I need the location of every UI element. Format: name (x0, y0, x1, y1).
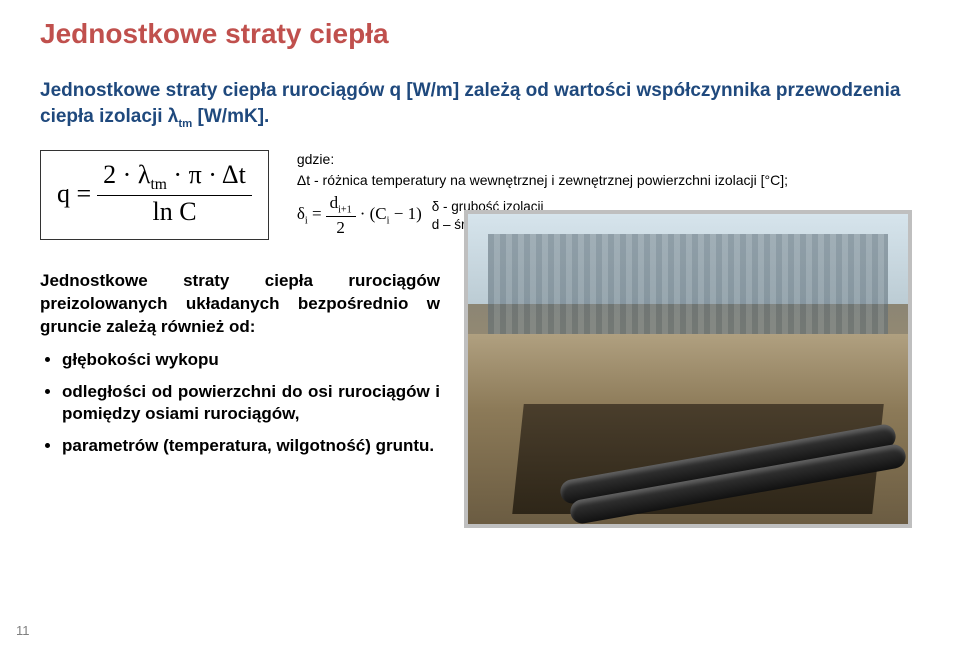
num-sub: tm (150, 176, 166, 193)
delta-formula: δi = di+1 2 · (Ci − 1) (297, 194, 422, 238)
intro-text: Jednostkowe straty ciepła rurociągów q [… (40, 80, 900, 127)
intro-paragraph: Jednostkowe straty ciepła rurociągów q [… (40, 78, 920, 132)
formula-lhs: q = (57, 179, 91, 209)
bullet-list: głębokości wykopu odległości od powierzc… (40, 349, 440, 457)
list-item: odległości od powierzchni do osi rurocią… (62, 381, 440, 425)
delta-lhs: δi = (297, 203, 322, 228)
construction-photo (464, 210, 912, 528)
legend-dt-line: Δt - różnica temperatury na wewnętrznej … (297, 171, 920, 190)
formula-denominator: ln C (152, 196, 196, 227)
intro-sub: tm (178, 117, 192, 129)
list-item: głębokości wykopu (62, 349, 440, 371)
main-formula: q = 2 · λtm · π · Δt ln C (57, 161, 252, 227)
main-formula-box: q = 2 · λtm · π · Δt ln C (40, 150, 269, 240)
formula-numerator: 2 · λtm · π · Δt (97, 161, 252, 196)
legend-gdzie: gdzie: (297, 150, 920, 169)
list-item: parametrów (temperatura, wilgotność) gru… (62, 435, 440, 457)
intro-tail: [W/mK]. (192, 106, 269, 127)
formula-fraction: 2 · λtm · π · Δt ln C (97, 161, 252, 227)
left-column: Jednostkowe straty ciepła rurociągów pre… (40, 270, 440, 467)
slide-title: Jednostkowe straty ciepła (40, 18, 920, 50)
page-number: 11 (16, 623, 30, 638)
lead-paragraph: Jednostkowe straty ciepła rurociągów pre… (40, 270, 440, 339)
num-p2: · π · Δt (167, 160, 246, 189)
num-p0: 2 · λ (103, 160, 150, 189)
